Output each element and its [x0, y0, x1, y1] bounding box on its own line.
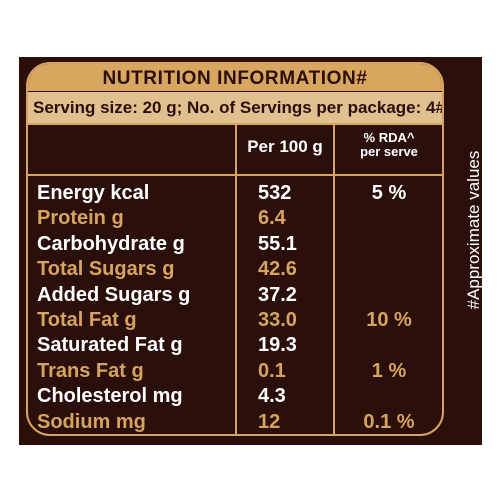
nutrient-label: Carbohydrate g: [37, 232, 185, 255]
nutrient-rda: 10 %: [366, 309, 412, 331]
table-row: Carbohydrate g 55.1: [0, 231, 500, 257]
nutrient-value: 4.3: [258, 385, 286, 408]
rda-header-line1: % RDA^: [363, 130, 415, 145]
column-header-per-100g: Per 100 g: [247, 137, 323, 156]
serving-band: [28, 92, 442, 123]
nutrient-rda: 0.1 %: [363, 410, 415, 433]
table-row: Protein g 6.4: [0, 205, 500, 231]
title-band: [28, 64, 442, 91]
column-divider-2: [333, 123, 335, 436]
nutrient-label: Total Fat g: [37, 309, 137, 331]
nutrient-value: 19.3: [258, 334, 297, 357]
nutrient-value: 6.4: [258, 207, 286, 230]
table-row: Total Fat g 33.0 10 %: [0, 307, 500, 333]
nutrient-value: 33.0: [258, 309, 297, 331]
table-row: Energy kcal 532 5 %: [0, 180, 500, 206]
nutrient-rda: 5 %: [371, 182, 407, 204]
table-row: Added Sugars g 37.2: [0, 282, 500, 308]
nutrient-rda: 1 %: [371, 359, 407, 382]
label-frame: [26, 62, 444, 436]
table-row: Total Sugars g 42.6: [0, 256, 500, 282]
nutrient-label: Total Sugars g: [37, 258, 175, 281]
label-title: NUTRITION INFORMATION#: [102, 68, 368, 89]
nutrient-label: Sodium mg: [37, 410, 146, 433]
approximate-values-note: #Approximate values: [464, 150, 483, 310]
nutrient-label: Cholesterol mg: [37, 385, 183, 408]
nutrient-label: Energy kcal: [37, 182, 150, 204]
nutrient-label: Trans Fat g: [37, 359, 144, 382]
table-row: Cholesterol mg 4.3: [0, 383, 500, 409]
rda-header-line2: per serve: [360, 144, 418, 159]
table-row: Trans Fat g 0.1 1 %: [0, 358, 500, 384]
nutrient-value: 12: [258, 410, 281, 433]
nutrient-label: Saturated Fat g: [37, 334, 183, 357]
serving-info: Serving size: 20 g; No. of Servings per …: [33, 98, 445, 117]
nutrient-value: 37.2: [258, 283, 297, 306]
nutrient-value: 55.1: [258, 232, 297, 255]
table-row: Saturated Fat g 19.3: [0, 332, 500, 358]
nutrient-value: 42.6: [258, 258, 297, 281]
nutrient-value: 532: [258, 182, 292, 204]
nutrient-label: Added Sugars g: [37, 283, 191, 306]
nutrient-label: Protein g: [37, 207, 124, 230]
column-header-rda: % RDA^ per serve: [336, 131, 442, 159]
nutrient-value: 0.1: [258, 359, 286, 382]
table-row: Sodium mg 12 0.1 %: [0, 409, 500, 435]
column-divider-1: [235, 123, 237, 436]
